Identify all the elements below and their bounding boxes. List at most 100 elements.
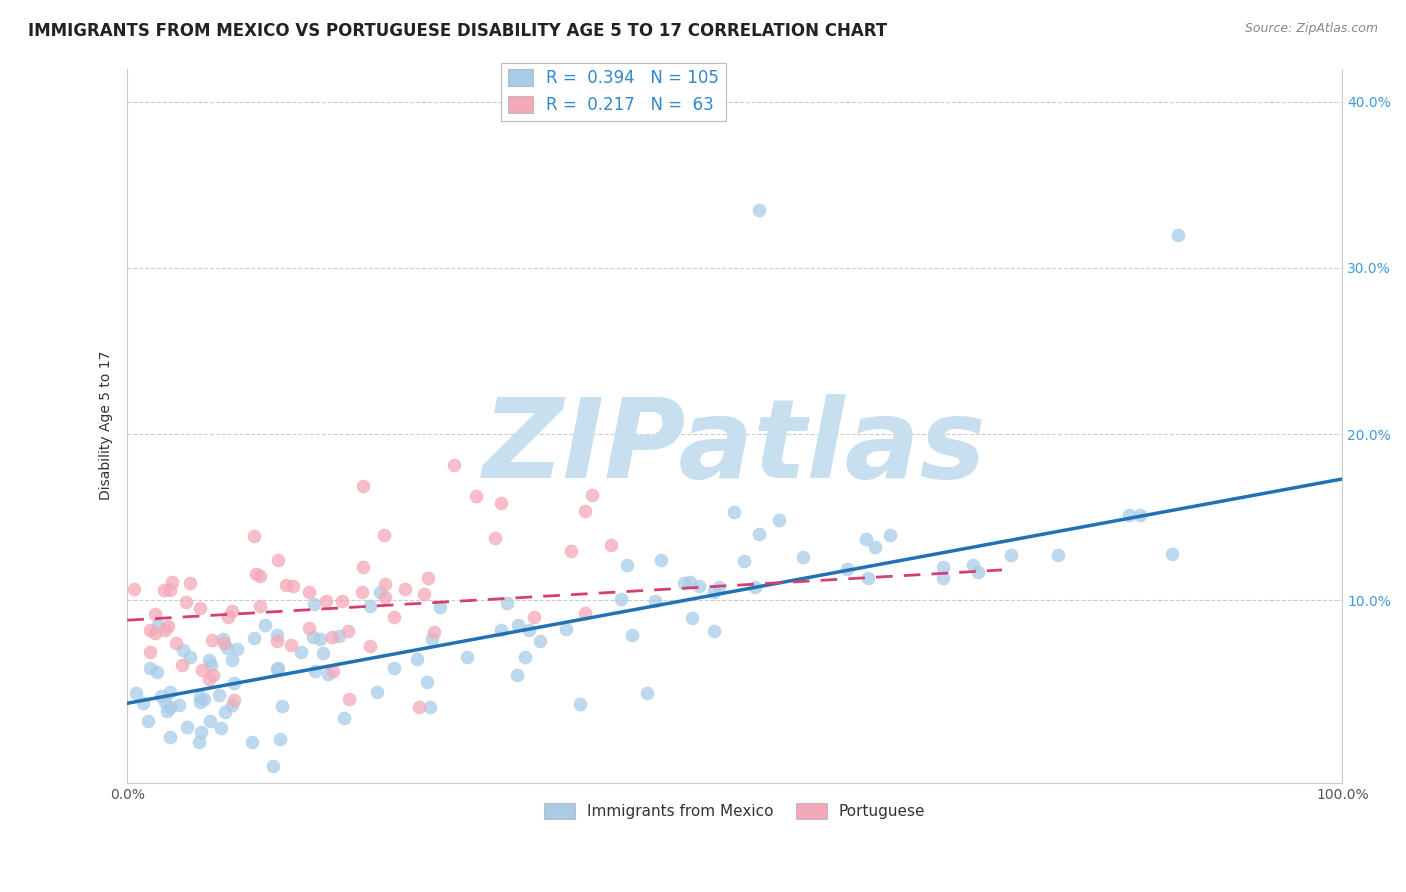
Point: [856, 571, 879, 585]
Point: [423, 625, 446, 640]
Point: [420, 632, 443, 647]
Point: [173, 643, 195, 657]
Point: [560, 543, 582, 558]
Point: [190, 663, 212, 677]
Point: [707, 581, 730, 595]
Point: [152, 582, 174, 597]
Point: [122, 582, 145, 596]
Point: [703, 624, 725, 638]
Point: [156, 619, 179, 633]
Point: [132, 697, 155, 711]
Point: [368, 585, 391, 599]
Point: [517, 623, 540, 637]
Point: [200, 658, 222, 673]
Point: [359, 639, 381, 653]
Point: [337, 624, 360, 638]
Point: [569, 697, 592, 711]
Point: [160, 575, 183, 590]
Point: [139, 624, 162, 638]
Point: [176, 720, 198, 734]
Point: [650, 553, 672, 567]
Point: [413, 587, 436, 601]
Point: [302, 597, 325, 611]
Point: [217, 640, 239, 655]
Point: [322, 664, 344, 678]
Point: [167, 698, 190, 712]
Point: [681, 611, 703, 625]
Point: [1161, 547, 1184, 561]
Point: [214, 706, 236, 720]
Point: [198, 672, 221, 686]
Point: [456, 650, 478, 665]
Point: [274, 578, 297, 592]
Point: [249, 569, 271, 583]
Point: [143, 626, 166, 640]
Point: [190, 725, 212, 739]
Point: [267, 661, 290, 675]
Point: [269, 731, 291, 746]
Point: [221, 653, 243, 667]
Point: [298, 621, 321, 635]
Point: [484, 532, 506, 546]
Point: [967, 566, 990, 580]
Point: [574, 606, 596, 620]
Point: [333, 711, 356, 725]
Point: [208, 688, 231, 702]
Point: [146, 665, 169, 679]
Text: ZIPatlas: ZIPatlas: [482, 393, 987, 500]
Point: [304, 664, 326, 678]
Point: [688, 579, 710, 593]
Point: [489, 623, 512, 637]
Point: [159, 582, 181, 597]
Point: [221, 604, 243, 618]
Point: [153, 623, 176, 637]
Point: [513, 649, 536, 664]
Point: [1167, 227, 1189, 242]
Point: [555, 622, 578, 636]
Point: [217, 610, 239, 624]
Point: [644, 594, 666, 608]
Point: [374, 590, 396, 604]
Point: [316, 667, 339, 681]
Point: [249, 599, 271, 613]
Point: [1129, 508, 1152, 522]
Point: [616, 558, 638, 572]
Point: [302, 631, 325, 645]
Point: [174, 595, 197, 609]
Point: [359, 599, 381, 613]
Point: [201, 668, 224, 682]
Point: [298, 585, 321, 599]
Point: [835, 562, 858, 576]
Point: [416, 674, 439, 689]
Point: [179, 649, 201, 664]
Point: [679, 575, 702, 590]
Point: [212, 636, 235, 650]
Text: Source: ZipAtlas.com: Source: ZipAtlas.com: [1244, 22, 1378, 36]
Point: [792, 549, 814, 564]
Point: [373, 527, 395, 541]
Point: [159, 730, 181, 744]
Point: [855, 532, 877, 546]
Point: [610, 591, 633, 606]
Point: [308, 632, 330, 646]
Point: [962, 558, 984, 573]
Point: [505, 668, 527, 682]
Point: [266, 662, 288, 676]
Point: [172, 658, 194, 673]
Point: [673, 575, 696, 590]
Point: [733, 554, 755, 568]
Point: [125, 686, 148, 700]
Point: [337, 692, 360, 706]
Point: [382, 610, 405, 624]
Point: [150, 689, 173, 703]
Point: [506, 618, 529, 632]
Point: [768, 513, 790, 527]
Point: [193, 692, 215, 706]
Point: [723, 505, 745, 519]
Point: [188, 695, 211, 709]
Point: [159, 699, 181, 714]
Point: [143, 607, 166, 621]
Point: [243, 528, 266, 542]
Point: [225, 642, 247, 657]
Point: [222, 676, 245, 690]
